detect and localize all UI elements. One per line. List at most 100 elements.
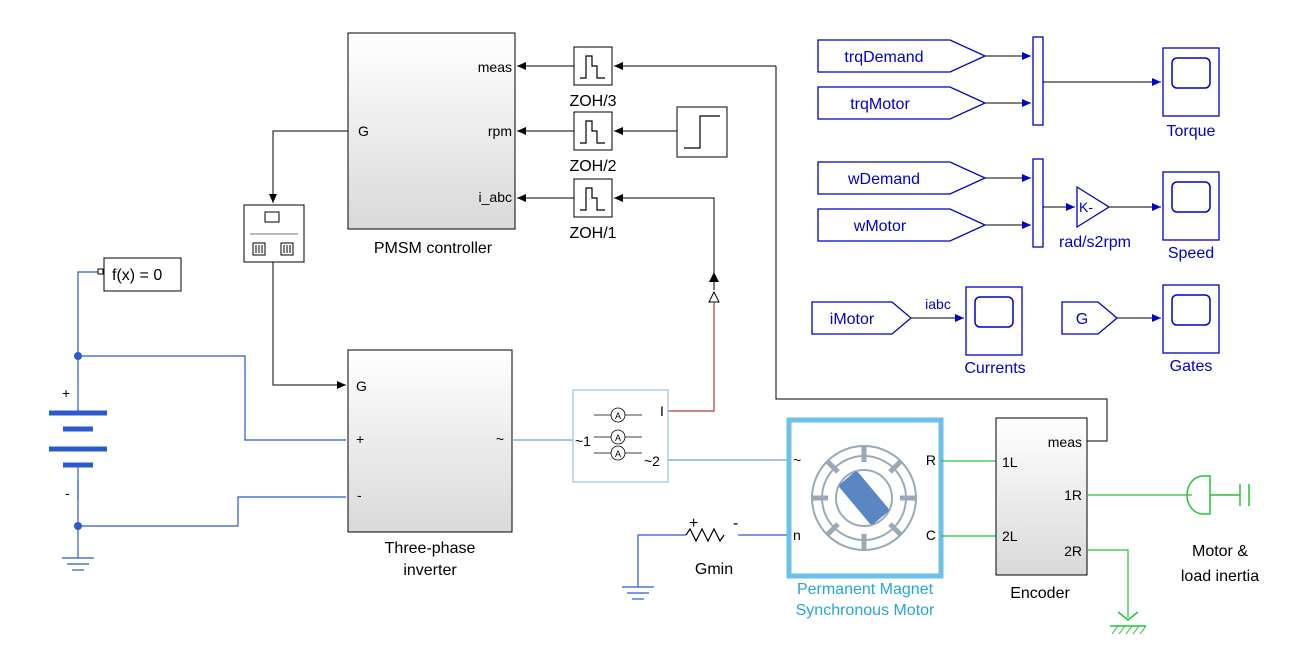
tag-w-motor[interactable]: wMotor: [817, 208, 987, 242]
tag-i-motor[interactable]: iMotor: [811, 301, 913, 335]
wire-controller-g: [269, 130, 348, 203]
zoh1-block[interactable]: ZOH/1: [569, 178, 617, 242]
encoder-port-2l: 2L: [1002, 528, 1018, 544]
ammeter-icon: A A A: [594, 407, 642, 461]
torque-scope-label: Torque: [1167, 123, 1216, 140]
solver-config-block[interactable]: f(x) = 0: [103, 257, 182, 292]
inverter-port-ac: ~: [496, 431, 504, 447]
encoder-block[interactable]: 1L 2L meas 1R 2R Encoder: [995, 417, 1088, 602]
tag-trq-motor-label: trqMotor: [850, 96, 910, 113]
speed-scope-label: Speed: [1168, 245, 1214, 262]
tag-w-demand-label: wDemand: [847, 171, 920, 188]
pmsm-block[interactable]: ~ n R C Permanent Magnet Synchronous Mot…: [786, 417, 944, 619]
tag-g-label: G: [1076, 311, 1088, 328]
tag-trq-demand[interactable]: trqDemand: [817, 39, 987, 73]
inverter-port-g: G: [356, 378, 367, 394]
gain-block[interactable]: K- rad/s2rpm: [1059, 185, 1131, 251]
tag-trq-demand-label: trqDemand: [844, 49, 923, 66]
wire-battery-minus: [78, 496, 346, 527]
step-icon: [684, 115, 720, 149]
wire-battery-plus: [78, 355, 346, 441]
speed-mux[interactable]: [1032, 158, 1044, 248]
inverter-block[interactable]: G + - ~ Three-phase inverter: [347, 349, 513, 579]
motor-label-1: Permanent Magnet: [797, 581, 934, 598]
wire-encoder-ref: [1087, 549, 1129, 618]
controller-port-iabc: i_abc: [479, 189, 512, 205]
battery-block[interactable]: + -: [49, 380, 107, 501]
scope-icon: [974, 296, 1014, 328]
zoh-step-icon: [580, 187, 605, 211]
motor-port-n: n: [793, 527, 801, 543]
tag-trq-motor[interactable]: trqMotor: [817, 86, 987, 120]
svg-text:A: A: [615, 449, 621, 459]
mech-ref-icon: [1110, 611, 1147, 635]
gmin-minus: -: [733, 515, 738, 532]
svg-text:A: A: [615, 433, 621, 443]
zoh2-label: ZOH/2: [569, 158, 616, 175]
motor-port-r: R: [926, 452, 936, 468]
gates-scope[interactable]: Gates: [1162, 284, 1220, 375]
gmin-plus: +: [689, 515, 698, 532]
step-source-block[interactable]: [676, 106, 728, 158]
solver-label: f(x) = 0: [112, 267, 162, 284]
zoh1-label: ZOH/1: [569, 225, 616, 242]
inertia-icon[interactable]: [1186, 475, 1250, 515]
gate-converter-block[interactable]: [243, 204, 305, 263]
ps-converter-icon: [708, 290, 720, 303]
gmin-label: Gmin: [695, 561, 733, 578]
wire-gate-inverter: [272, 262, 346, 389]
inertia-label-2: load inertia: [1181, 568, 1259, 585]
motor-label-2: Synchronous Motor: [796, 602, 935, 619]
battery-plus: +: [62, 385, 70, 401]
zoh-step-icon: [580, 120, 605, 144]
gates-scope-label: Gates: [1170, 358, 1213, 375]
motor-port-c: C: [926, 527, 936, 543]
current-sensor-block[interactable]: A A A ~1 ~2 I: [572, 389, 669, 483]
zoh3-block[interactable]: ZOH/3: [569, 46, 617, 110]
controller-port-rpm: rpm: [488, 123, 512, 139]
torque-scope[interactable]: Torque: [1162, 47, 1220, 140]
zoh-step-icon: [580, 55, 605, 79]
scope-icon: [1171, 294, 1211, 326]
inverter-port-minus: -: [357, 487, 362, 503]
resistor-icon: [685, 527, 725, 543]
encoder-port-2r: 2R: [1064, 543, 1082, 559]
motor-icon: [811, 445, 917, 551]
speed-scope[interactable]: Speed: [1162, 171, 1220, 262]
gain-label: rad/s2rpm: [1059, 234, 1131, 251]
tag-w-demand[interactable]: wDemand: [817, 161, 987, 195]
controller-port-g: G: [358, 123, 369, 139]
scope-icon: [1171, 181, 1211, 213]
inverter-label-1: Three-phase: [385, 540, 476, 557]
wire-current-measure: [665, 302, 715, 412]
torque-mux[interactable]: [1032, 36, 1044, 126]
zoh2-block[interactable]: ZOH/2: [569, 111, 617, 175]
battery-minus: -: [65, 485, 70, 501]
scope-icon: [1171, 57, 1211, 89]
pmsm-controller-block[interactable]: G meas rpm i_abc PMSM controller: [347, 32, 516, 257]
encoder-label: Encoder: [1010, 585, 1070, 602]
inverter-label-2: inverter: [403, 562, 457, 579]
converter-icon: [264, 211, 280, 223]
ground-icon: [62, 526, 94, 571]
ps-converter-arrow: [709, 272, 719, 282]
ground-icon: [622, 586, 654, 600]
sensor-port-i: I: [660, 403, 664, 419]
controller-port-meas: meas: [478, 59, 512, 75]
encoder-port-1r: 1R: [1064, 487, 1082, 503]
gain-value: K-: [1079, 199, 1093, 215]
sensor-port-out: ~2: [644, 453, 660, 469]
inertia-label-1: Motor &: [1192, 543, 1248, 560]
currents-scope[interactable]: Currents: [964, 286, 1026, 377]
controller-label: PMSM controller: [374, 240, 493, 257]
tag-i-motor-label: iMotor: [830, 311, 875, 328]
gmin-block[interactable]: + - Gmin: [685, 515, 738, 578]
wire-gmin-ground: [637, 534, 686, 587]
wire-sensor-zoh1: [614, 194, 715, 290]
motor-port-ac: ~: [793, 452, 801, 468]
currents-scope-label: Currents: [964, 360, 1025, 377]
tag-w-motor-label: wMotor: [853, 218, 907, 235]
sensor-port-in: ~1: [575, 433, 591, 449]
tag-g[interactable]: G: [1061, 301, 1119, 335]
